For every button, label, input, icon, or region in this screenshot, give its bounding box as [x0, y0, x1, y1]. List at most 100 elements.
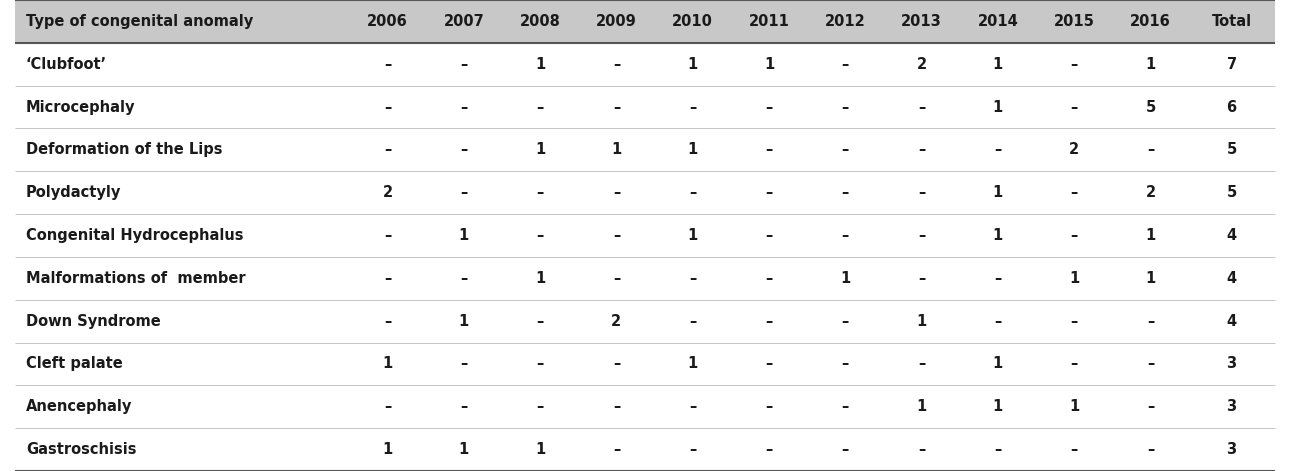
Bar: [15, 43, 1275, 86]
Text: –: –: [613, 357, 620, 372]
Text: 6: 6: [1227, 99, 1237, 114]
Text: –: –: [461, 271, 467, 286]
Text: –: –: [841, 399, 849, 414]
Text: 2: 2: [1146, 185, 1156, 200]
Text: 1: 1: [382, 357, 392, 372]
Text: –: –: [689, 99, 697, 114]
Text: –: –: [613, 271, 620, 286]
Bar: [15, 171, 1275, 214]
Text: 1: 1: [1069, 271, 1080, 286]
Text: –: –: [689, 185, 697, 200]
Text: 1: 1: [535, 142, 546, 157]
Text: 2: 2: [916, 57, 926, 72]
Text: –: –: [841, 142, 849, 157]
Text: –: –: [765, 99, 773, 114]
Text: –: –: [1147, 442, 1155, 457]
Text: Microcephaly: Microcephaly: [26, 99, 135, 114]
Text: –: –: [689, 399, 697, 414]
Bar: [15, 86, 1275, 129]
Text: –: –: [765, 271, 773, 286]
Text: 2007: 2007: [444, 14, 484, 29]
Text: –: –: [765, 314, 773, 329]
Text: –: –: [765, 228, 773, 243]
Text: 3: 3: [1227, 442, 1237, 457]
Text: Cleft palate: Cleft palate: [26, 357, 123, 372]
Text: –: –: [537, 357, 543, 372]
Text: –: –: [765, 142, 773, 157]
Text: –: –: [765, 442, 773, 457]
Text: –: –: [461, 99, 467, 114]
Text: –: –: [1071, 314, 1078, 329]
Text: –: –: [918, 442, 925, 457]
Text: Polydactyly: Polydactyly: [26, 185, 121, 200]
Text: 7: 7: [1227, 57, 1237, 72]
Text: Congenital Hydrocephalus: Congenital Hydrocephalus: [26, 228, 244, 243]
Text: 1: 1: [688, 357, 698, 372]
Text: 1: 1: [993, 99, 1004, 114]
Text: 2009: 2009: [596, 14, 637, 29]
Text: 3: 3: [1227, 399, 1237, 414]
Text: 5: 5: [1227, 185, 1237, 200]
Text: –: –: [613, 399, 620, 414]
Text: 1: 1: [382, 442, 392, 457]
Text: –: –: [841, 314, 849, 329]
Text: –: –: [1071, 357, 1078, 372]
Text: 1: 1: [611, 142, 622, 157]
Text: 4: 4: [1227, 228, 1237, 243]
Text: 2012: 2012: [824, 14, 866, 29]
Text: 4: 4: [1227, 314, 1237, 329]
Text: 2010: 2010: [672, 14, 713, 29]
Text: 1: 1: [1146, 228, 1156, 243]
Text: 2008: 2008: [520, 14, 561, 29]
Text: –: –: [841, 357, 849, 372]
Text: 2: 2: [1069, 142, 1080, 157]
Text: –: –: [918, 185, 925, 200]
Text: 2015: 2015: [1054, 14, 1095, 29]
Text: –: –: [384, 314, 391, 329]
Text: Total: Total: [1211, 14, 1251, 29]
Bar: [15, 428, 1275, 471]
Text: 1: 1: [535, 57, 546, 72]
Text: 1: 1: [688, 57, 698, 72]
Text: 1: 1: [993, 399, 1004, 414]
Text: 1: 1: [840, 271, 850, 286]
Text: 1: 1: [993, 357, 1004, 372]
Bar: [15, 257, 1275, 300]
Text: –: –: [461, 142, 467, 157]
Text: Type of congenital anomaly: Type of congenital anomaly: [26, 14, 253, 29]
Text: 1: 1: [1146, 57, 1156, 72]
Bar: [15, 0, 1275, 43]
Text: –: –: [613, 442, 620, 457]
Text: –: –: [689, 314, 697, 329]
Text: –: –: [689, 271, 697, 286]
Text: –: –: [537, 399, 543, 414]
Text: Gastroschisis: Gastroschisis: [26, 442, 137, 457]
Text: 2011: 2011: [748, 14, 789, 29]
Text: –: –: [1147, 399, 1155, 414]
Text: –: –: [995, 271, 1001, 286]
Text: 1: 1: [1069, 399, 1080, 414]
Text: 1: 1: [916, 314, 926, 329]
Text: –: –: [918, 357, 925, 372]
Text: –: –: [1071, 442, 1078, 457]
Text: –: –: [765, 357, 773, 372]
Text: 5: 5: [1227, 142, 1237, 157]
Text: 2013: 2013: [902, 14, 942, 29]
Text: –: –: [384, 399, 391, 414]
Text: 1: 1: [993, 57, 1004, 72]
Text: –: –: [1071, 99, 1078, 114]
Text: 1: 1: [916, 399, 926, 414]
Text: –: –: [384, 142, 391, 157]
Text: –: –: [461, 399, 467, 414]
Text: 1: 1: [1146, 271, 1156, 286]
Text: –: –: [918, 228, 925, 243]
Text: –: –: [537, 228, 543, 243]
Text: –: –: [995, 442, 1001, 457]
Text: 2014: 2014: [978, 14, 1018, 29]
Text: 1: 1: [459, 442, 468, 457]
Text: 1: 1: [688, 142, 698, 157]
Text: –: –: [995, 314, 1001, 329]
Text: –: –: [765, 185, 773, 200]
Text: 4: 4: [1227, 271, 1237, 286]
Text: –: –: [841, 228, 849, 243]
